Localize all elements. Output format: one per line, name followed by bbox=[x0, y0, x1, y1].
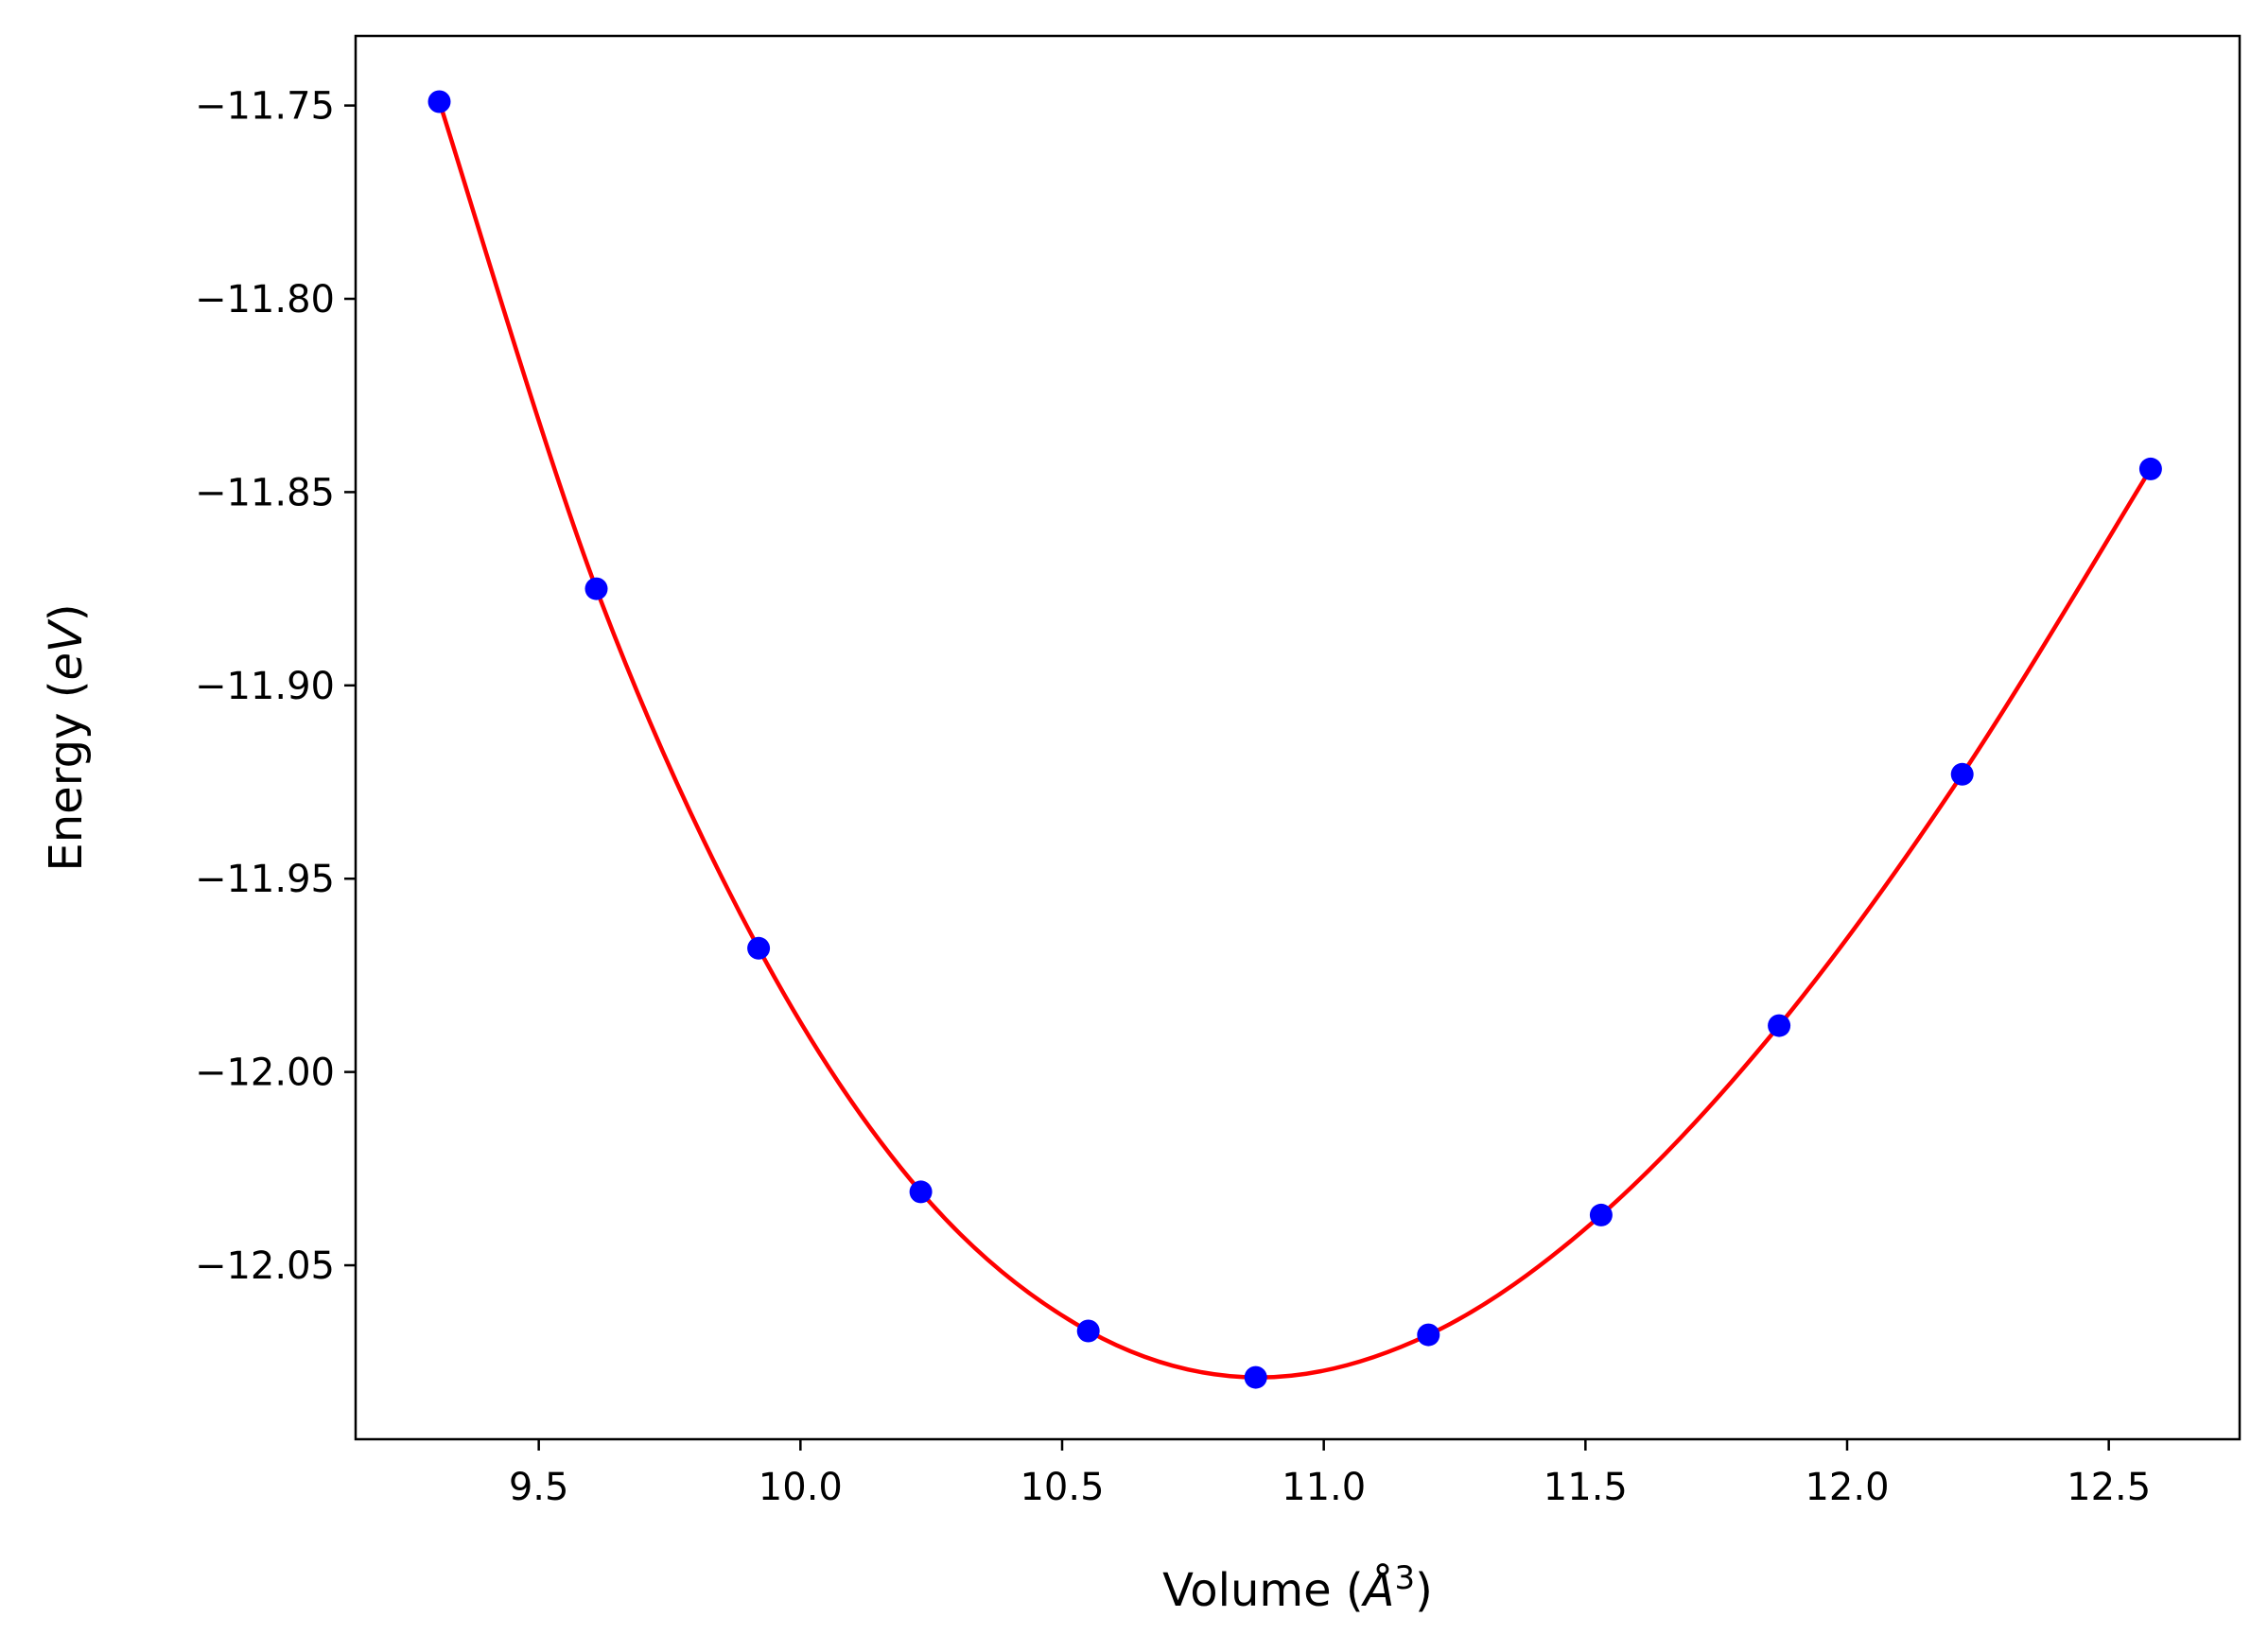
x-tick-label: 10.5 bbox=[1020, 1466, 1104, 1509]
axes-frame bbox=[354, 34, 2242, 1441]
data-point bbox=[584, 577, 608, 600]
y-tick-label: −11.75 bbox=[195, 85, 335, 129]
data-point bbox=[1950, 762, 1974, 786]
y-tick-label: −12.05 bbox=[195, 1244, 335, 1288]
data-point bbox=[1244, 1365, 1267, 1389]
data-point bbox=[1768, 1014, 1791, 1037]
y-tick-label: −11.85 bbox=[195, 471, 335, 514]
data-point bbox=[1076, 1319, 1100, 1343]
x-axis-title: Volume (Å3) bbox=[1162, 1559, 1433, 1617]
data-point bbox=[747, 936, 771, 960]
fit-curve bbox=[437, 100, 2153, 1380]
y-tick-label: −11.80 bbox=[195, 278, 335, 322]
y-tick-label: −11.95 bbox=[195, 858, 335, 901]
y-axis-title: Energy (eV) bbox=[40, 603, 93, 871]
x-tick-label: 12.5 bbox=[2067, 1466, 2151, 1509]
data-point bbox=[1589, 1203, 1613, 1226]
data-point bbox=[1417, 1323, 1440, 1347]
x-tick-label: 9.5 bbox=[509, 1466, 569, 1509]
data-point bbox=[2138, 457, 2162, 480]
x-tick-label: 11.5 bbox=[1544, 1466, 1628, 1509]
x-tick-label: 11.0 bbox=[1282, 1466, 1366, 1509]
x-axis: 9.5 10.0 10.5 11.0 11.5 12.0 12.5 bbox=[509, 1439, 2151, 1509]
x-tick-label: 10.0 bbox=[759, 1466, 843, 1509]
plot-area bbox=[427, 90, 2162, 1389]
y-tick-label: −12.00 bbox=[195, 1052, 335, 1095]
data-point bbox=[427, 90, 451, 113]
data-point bbox=[909, 1180, 933, 1204]
x-tick-label: 12.0 bbox=[1805, 1466, 1889, 1509]
y-tick-label: −11.90 bbox=[195, 665, 335, 708]
y-axis: −11.75 −11.80 −11.85 −11.90 −11.95 −12.00 −12.… bbox=[195, 85, 356, 1288]
